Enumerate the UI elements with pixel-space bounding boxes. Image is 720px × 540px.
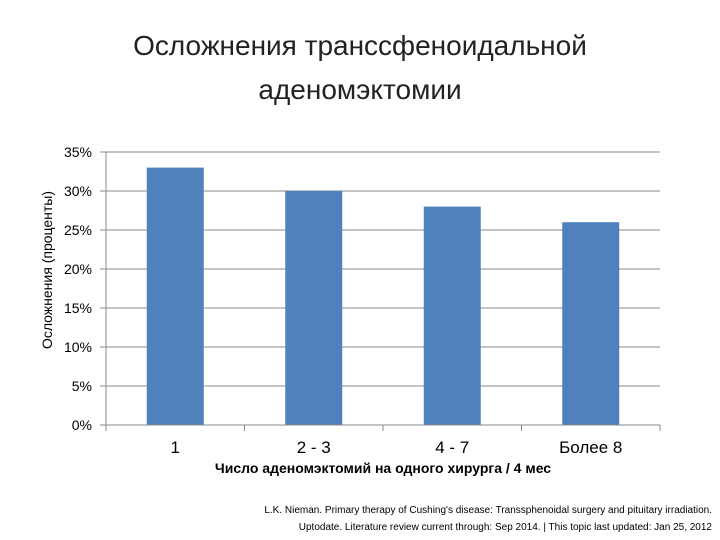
x-axis-label: Число аденомэктомий на одного хирурга / … xyxy=(215,460,551,476)
y-tick-label: 10% xyxy=(64,339,92,355)
bars xyxy=(146,167,620,425)
y-tick-label: 20% xyxy=(64,261,92,277)
x-tick-label: 2 - 3 xyxy=(297,438,331,457)
y-tick-label: 5% xyxy=(72,378,92,394)
y-axis-ticks: 0% 5% 10% 15% 20% 25% 30% 35% xyxy=(64,144,106,433)
y-tick-label: 35% xyxy=(64,144,92,160)
y-tick-label: 15% xyxy=(64,300,92,316)
y-axis-label: Осложнения (проценты) xyxy=(39,191,55,349)
y-tick-label: 0% xyxy=(72,417,92,433)
bar xyxy=(285,191,343,425)
x-tick-label: Более 8 xyxy=(559,438,622,457)
chart-title-line-2: аденомэктомии xyxy=(258,74,462,105)
citation-line-1: L.K. Nieman. Primary therapy of Cushing'… xyxy=(264,505,712,516)
y-tick-label: 25% xyxy=(64,222,92,238)
x-tick-label: 1 xyxy=(171,438,180,457)
citation-line-2: Uptodate. Literature review current thro… xyxy=(298,522,712,533)
bar xyxy=(562,222,620,425)
bar xyxy=(423,206,481,425)
x-tick-label: 4 - 7 xyxy=(435,438,469,457)
y-tick-label: 30% xyxy=(64,183,92,199)
chart-title-line-1: Осложнения транссфеноидальной xyxy=(133,30,587,61)
x-axis-ticks: 1 2 - 3 4 - 7 Более 8 xyxy=(105,425,661,457)
bar xyxy=(146,167,204,425)
